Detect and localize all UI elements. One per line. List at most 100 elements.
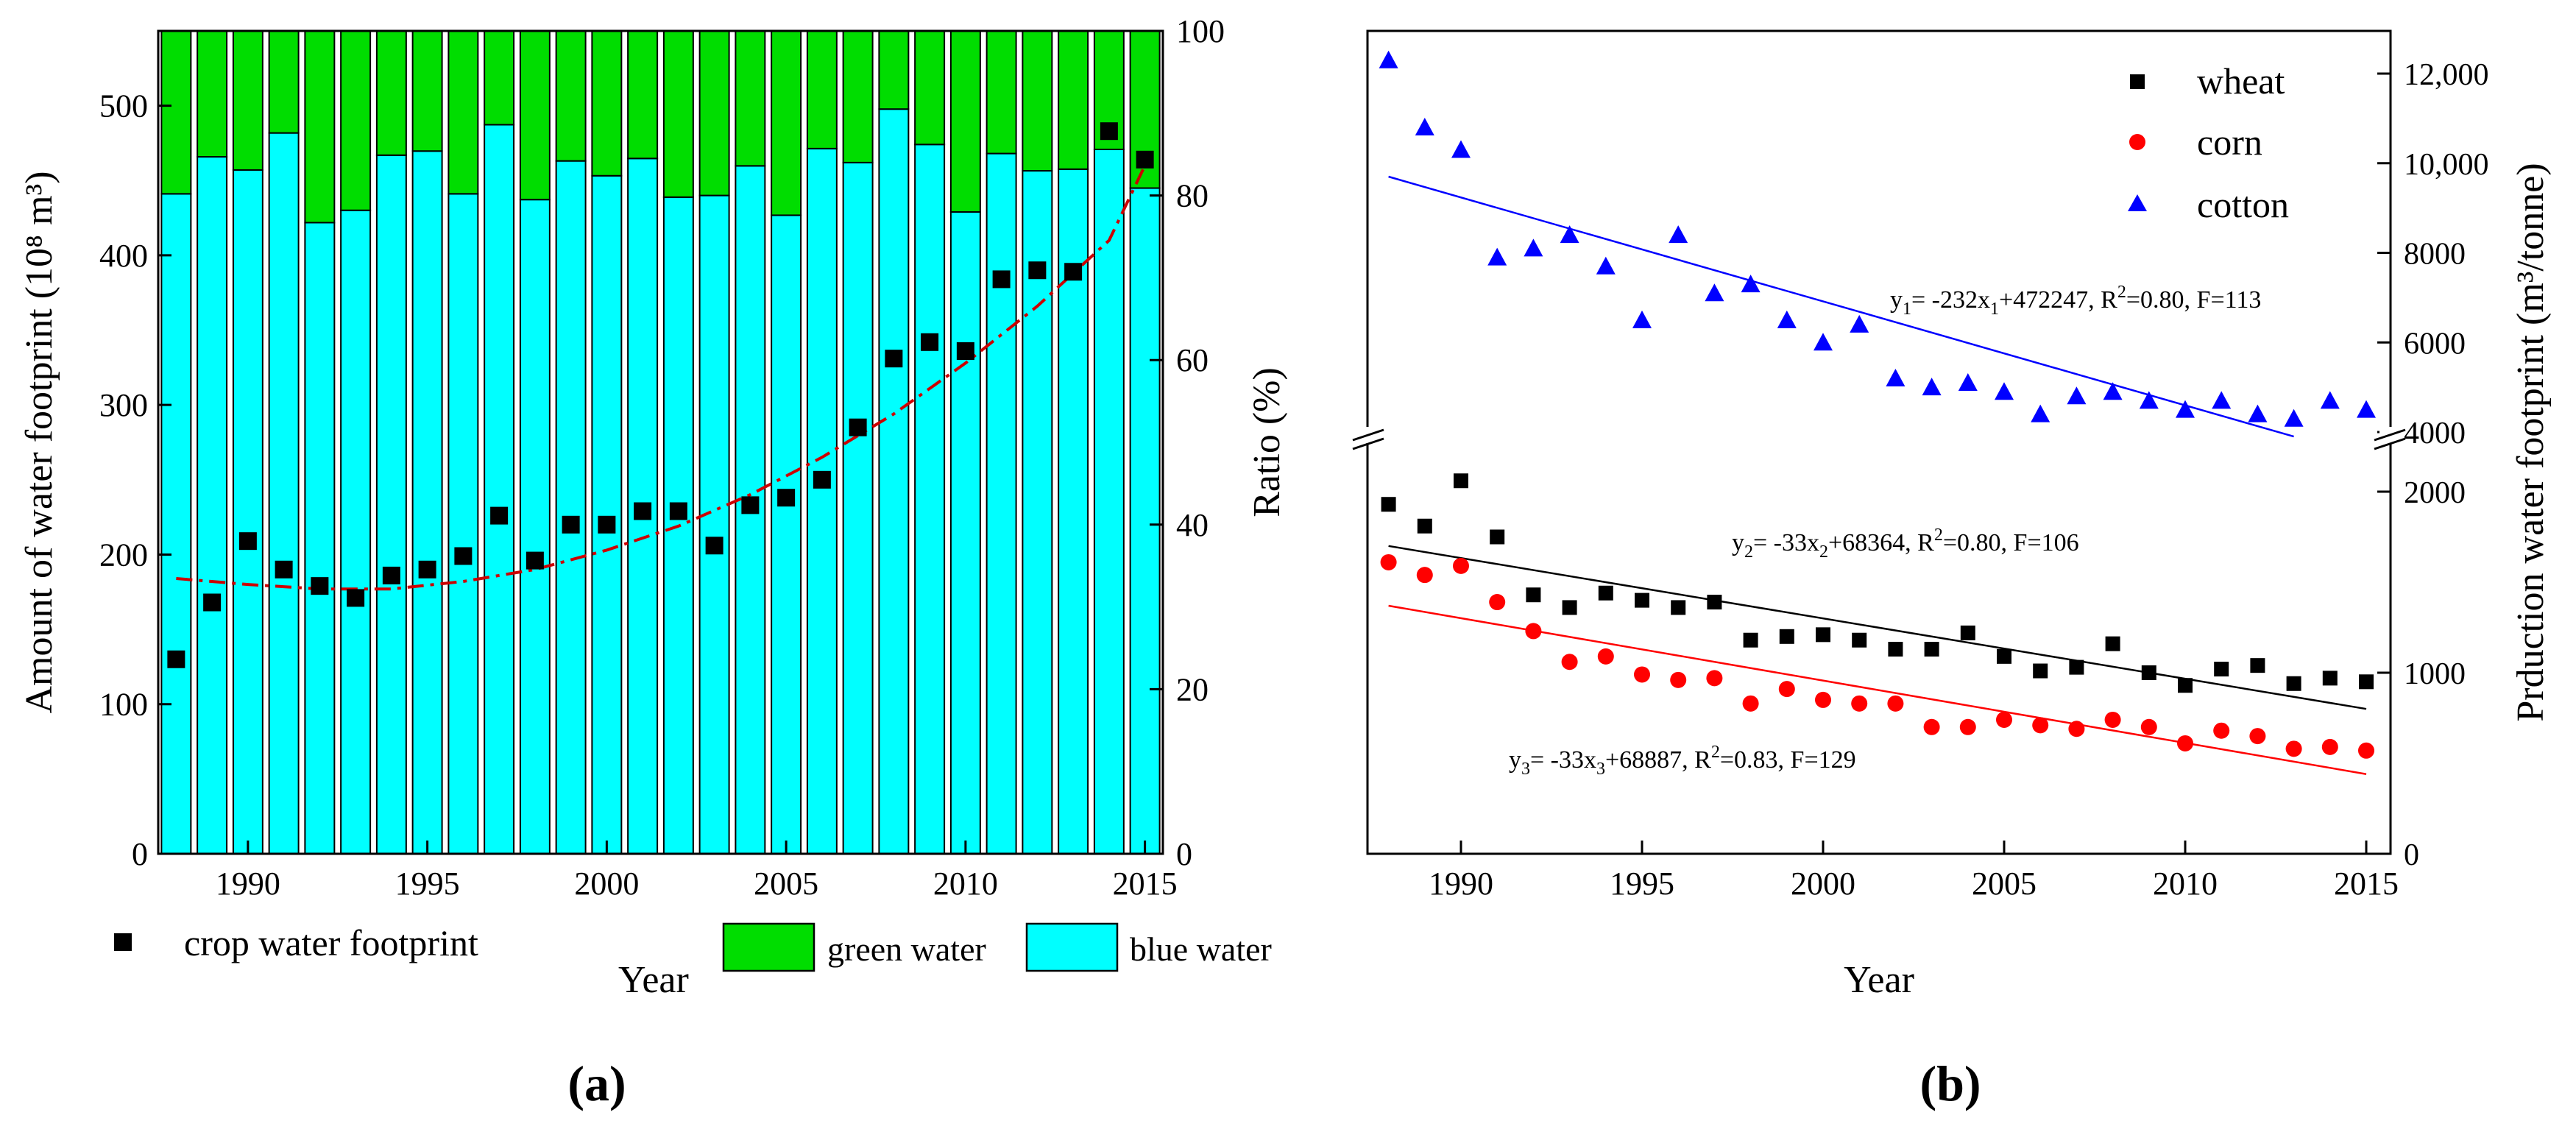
green-water-bar	[340, 30, 372, 211]
cotton-point	[1777, 310, 1797, 328]
cotton-point	[1415, 118, 1434, 136]
left-y-tick-label: 300	[99, 387, 148, 423]
cotton-point	[2212, 391, 2232, 409]
blue-water-bar	[375, 154, 407, 855]
green-water-bar	[484, 30, 515, 126]
crop-water-footprint-point	[382, 566, 400, 584]
corn-point	[1489, 594, 1506, 611]
wheat-point	[2359, 674, 2374, 690]
crop-water-footprint-point	[1100, 122, 1118, 141]
green-water-bar	[771, 30, 802, 216]
corn-fit-line	[1388, 604, 2367, 775]
x-tick-label: 1995	[1610, 866, 1674, 902]
upper-y-tick-label: 12,000	[2404, 58, 2489, 92]
corn-point	[1525, 623, 1542, 640]
wheat-point	[1852, 632, 1867, 648]
green-water-bar	[1022, 30, 1053, 172]
cotton-point	[2139, 391, 2159, 409]
wheat-point	[2322, 671, 2338, 686]
panel-a-x-axis-label: Year	[618, 959, 689, 1001]
corn-point	[2321, 738, 2338, 755]
wheat-point	[1743, 632, 1758, 648]
cotton-point	[1379, 50, 1398, 68]
green-water-bar	[662, 30, 694, 198]
left-y-tick-label: 100	[99, 687, 148, 723]
wheat-point	[1888, 642, 1903, 657]
green-water-bar	[304, 30, 336, 224]
crop-water-footprint-point	[1136, 150, 1154, 169]
crop-water-footprint-point	[634, 502, 652, 520]
corn-point	[2249, 728, 2266, 745]
cotton-point	[1596, 256, 1616, 275]
right-y-tick-label: 20	[1176, 671, 1209, 707]
blue-water-bar	[197, 156, 228, 855]
blue-water-bar	[878, 108, 910, 855]
green-water-bar	[411, 30, 443, 152]
blue-water-bar	[698, 194, 730, 855]
cotton-point	[2103, 382, 2123, 400]
wheat-point	[1598, 585, 1613, 601]
cotton-point	[1850, 314, 1869, 333]
blue-water-bar	[771, 214, 802, 855]
cotton-point	[1487, 247, 1507, 266]
crop-water-footprint-point	[956, 342, 974, 361]
blue-water-bar	[591, 174, 623, 855]
cotton-point	[2320, 391, 2340, 409]
corn-point	[2068, 721, 2085, 737]
crop-water-footprint-point	[311, 577, 329, 595]
crop-water-footprint-point	[705, 537, 723, 555]
wheat-point	[1707, 595, 1722, 610]
upper-y-tick-label: 10,000	[2404, 148, 2489, 182]
x-tick-label: 2000	[1791, 866, 1855, 902]
panel-a-plot-frame	[157, 29, 1164, 855]
blue-water-bar	[411, 150, 443, 855]
panel-b-x-axis-label: Year	[1844, 959, 1914, 1001]
corn-point	[2140, 718, 2157, 735]
cotton-point	[1741, 275, 1761, 293]
x-tick-label: 2005	[1972, 866, 2037, 902]
green-water-bar	[806, 30, 838, 149]
legend-wheat-marker	[2130, 74, 2145, 89]
corn-point	[1959, 718, 1976, 735]
wheat-point	[1635, 592, 1649, 608]
crop-water-footprint-point	[167, 650, 185, 668]
blue-water-bar	[555, 160, 587, 855]
blue-water-bar	[160, 193, 192, 855]
crop-water-footprint-point	[203, 593, 222, 612]
legend-green-swatch	[722, 922, 815, 972]
axis-break-mark	[1352, 427, 2406, 450]
green-water-bar	[842, 30, 874, 163]
cotton-point	[1560, 225, 1579, 244]
x-tick-label: 1990	[1429, 866, 1493, 902]
wheat-point	[2105, 636, 2120, 651]
corn-point	[1815, 691, 1831, 708]
green-water-bar	[914, 30, 946, 146]
right-y-tick-label: 40	[1176, 507, 1209, 543]
wheat-point	[1671, 600, 1686, 615]
cotton-point	[2176, 400, 2195, 418]
legend-corn-marker	[2129, 134, 2145, 150]
green-water-bar	[160, 30, 192, 195]
legend-cotton-label: cotton	[2197, 184, 2289, 225]
green-water-bar	[878, 30, 910, 110]
legend-green-label: green water	[827, 930, 986, 968]
right-y-tick-label: 0	[1176, 836, 1192, 872]
green-water-bar	[519, 30, 551, 201]
blue-water-bar	[340, 209, 372, 855]
blue-water-bar	[484, 124, 515, 855]
blue-water-bar	[949, 211, 981, 855]
lower-y-tick-label: 1000	[2404, 657, 2466, 691]
green-water-bar	[698, 30, 730, 197]
lower-y-tick-label: 0	[2404, 838, 2419, 872]
green-water-bar	[949, 30, 981, 213]
panel-b-label: (b)	[1919, 1055, 1981, 1111]
blue-water-bar	[447, 193, 479, 855]
green-water-bar	[735, 30, 766, 167]
cotton-point	[2031, 404, 2050, 422]
cotton-point	[1958, 373, 1978, 392]
green-water-bar	[197, 30, 228, 158]
panel-a-right-axis-label: Ratio (%)	[1246, 367, 1288, 517]
corn-point	[1778, 681, 1795, 698]
crop-water-footprint-point	[1064, 263, 1083, 281]
